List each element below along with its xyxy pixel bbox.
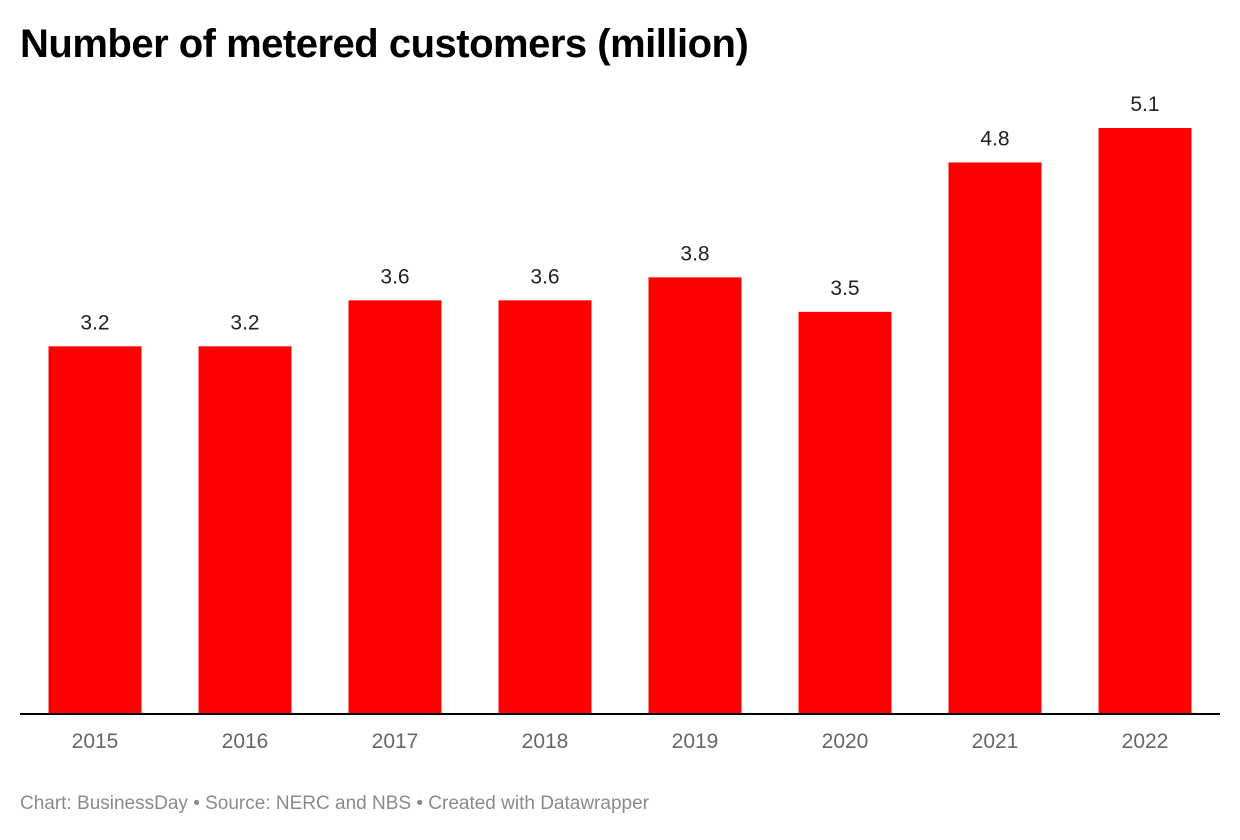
data-label: 5.1: [1130, 93, 1159, 116]
x-tick-label: 2016: [222, 730, 269, 753]
bar-2020: [798, 311, 892, 714]
bar-2016: [198, 346, 292, 714]
x-tick-label: 2017: [372, 730, 419, 753]
data-label: 4.8: [980, 127, 1009, 150]
bar-2017: [348, 300, 442, 714]
source-note: Source: NERC and NBS: [205, 793, 412, 814]
x-tick-label: 2021: [972, 730, 1019, 753]
footer-separator: •: [416, 793, 423, 814]
x-tick-label: 2015: [72, 730, 119, 753]
chart-title: Number of metered customers (million): [20, 22, 749, 66]
x-tick-label: 2022: [1122, 730, 1169, 753]
data-label: 3.6: [380, 265, 409, 288]
data-label: 3.5: [830, 277, 859, 300]
data-label: 3.2: [230, 311, 259, 334]
footer-separator: •: [193, 793, 200, 814]
data-label: 3.8: [680, 242, 709, 265]
data-label: 3.6: [530, 265, 559, 288]
data-label: 3.2: [80, 311, 109, 334]
bar-2015: [48, 346, 142, 714]
bar-2022: [1098, 128, 1192, 714]
bar-2018: [498, 300, 592, 714]
chart-footer: Chart: BusinessDay • Source: NERC and NB…: [20, 793, 649, 815]
bar-2021: [948, 162, 1042, 714]
created-with-link[interactable]: Created with Datawrapper: [428, 793, 649, 814]
x-tick-label: 2018: [522, 730, 569, 753]
chart-credit: Chart: BusinessDay: [20, 793, 188, 814]
x-tick-label: 2019: [672, 730, 719, 753]
bar-2019: [648, 277, 742, 714]
x-tick-label: 2020: [822, 730, 869, 753]
